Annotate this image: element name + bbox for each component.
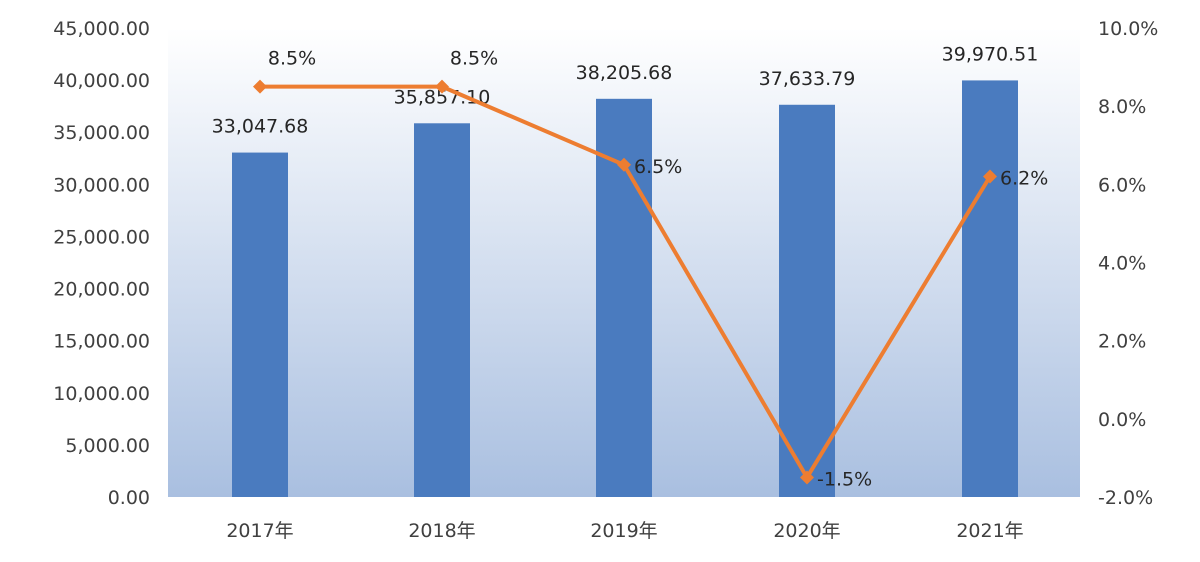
left-axis: 0.00 5,000.00 10,000.00 15,000.00 20,000.00 2… xyxy=(53,18,150,509)
left-axis-tick-label: 15,000.00 xyxy=(53,331,150,353)
line-point xyxy=(253,79,267,94)
right-axis-tick-label: 6.0% xyxy=(1098,174,1146,196)
line-data-labels: 8.5% 8.5% 6.5% -1.5% 6.2% xyxy=(268,48,1048,491)
bar-data-label: 37,633.79 xyxy=(759,68,856,90)
left-axis-tick-label: 40,000.00 xyxy=(53,70,150,92)
x-axis: 2017年 2018年 2019年 2020年 2021年 xyxy=(226,520,1023,542)
right-axis-tick-label: 0.0% xyxy=(1098,409,1146,431)
line-data-label: -1.5% xyxy=(817,468,872,490)
left-axis-tick-label: 25,000.00 xyxy=(53,226,150,248)
left-axis-tick-label: 45,000.00 xyxy=(53,18,150,40)
bar xyxy=(962,80,1018,498)
line-data-label: 6.2% xyxy=(1000,168,1048,190)
bar-data-label: 38,205.68 xyxy=(576,62,673,84)
bar xyxy=(414,123,470,497)
bar xyxy=(779,104,835,497)
bar xyxy=(232,152,288,497)
right-axis: -2.0% 0.0% 2.0% 4.0% 6.0% 8.0% 10.0% xyxy=(1098,18,1158,509)
line-data-label: 8.5% xyxy=(268,48,316,70)
x-axis-tick-label: 2017年 xyxy=(226,520,293,542)
line-series xyxy=(253,79,997,485)
left-axis-tick-label: 20,000.00 xyxy=(53,279,150,301)
x-axis-tick-label: 2018年 xyxy=(408,520,475,542)
right-axis-tick-label: 4.0% xyxy=(1098,253,1146,275)
left-axis-tick-label: 35,000.00 xyxy=(53,122,150,144)
right-axis-tick-label: 8.0% xyxy=(1098,96,1146,118)
right-axis-tick-label: -2.0% xyxy=(1098,487,1153,509)
line-point xyxy=(435,79,449,94)
right-axis-tick-label: 2.0% xyxy=(1098,331,1146,353)
x-axis-tick-label: 2019年 xyxy=(590,520,657,542)
line-point xyxy=(800,470,814,485)
x-axis-tick-label: 2020年 xyxy=(773,520,840,542)
line-data-label: 6.5% xyxy=(634,156,682,178)
line-data-label: 8.5% xyxy=(450,48,498,70)
line-point xyxy=(983,169,997,184)
bar-data-label: 33,047.68 xyxy=(212,116,309,138)
right-axis-tick-label: 10.0% xyxy=(1098,18,1158,40)
left-axis-tick-label: 30,000.00 xyxy=(53,174,150,196)
line-point xyxy=(617,157,631,172)
x-axis-tick-label: 2021年 xyxy=(956,520,1023,542)
bar-data-label: 39,970.51 xyxy=(942,43,1039,65)
left-axis-tick-label: 0.00 xyxy=(108,487,150,509)
left-axis-tick-label: 5,000.00 xyxy=(65,435,150,457)
bar-data-labels: 33,047.68 35,857.10 38,205.68 37,633.79 39,9… xyxy=(212,43,1039,137)
left-axis-tick-label: 10,000.00 xyxy=(53,383,150,405)
bar-data-label: 35,857.10 xyxy=(394,86,491,108)
